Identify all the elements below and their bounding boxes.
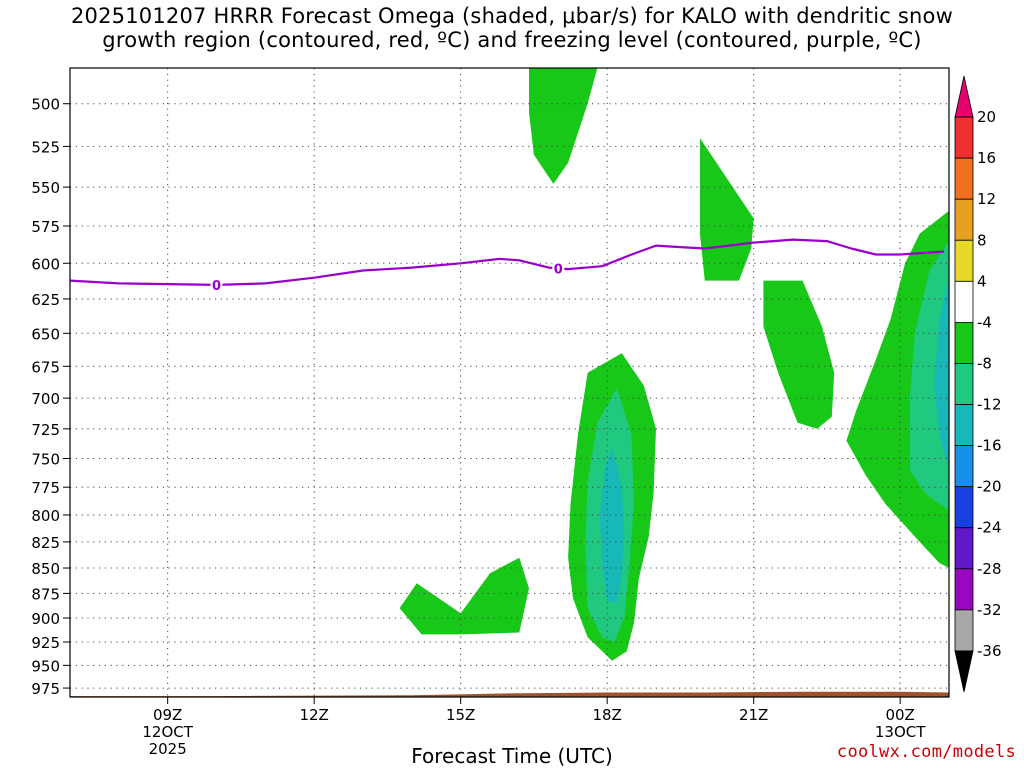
x-axis-label: Forecast Time (UTC) [411,744,613,768]
colorbar-label-2: 12 [977,190,996,208]
colorbar: 20 16 12 8 4 -4 -8 -12 -16 -20 -24 -28 -32 -36 [954,75,1002,693]
x-tick-date-09Z: 12OCT [142,723,193,741]
colorbar-label-6: -8 [977,354,992,372]
colorbar-swatch-3 [954,198,974,241]
credit-link[interactable]: coolwx.com/models [836,742,1016,762]
colorbar-swatch-6 [954,321,974,364]
x-tick-label-00Z: 00Z [885,706,914,724]
colorbar-swatch-12 [954,568,974,611]
omega-region-11 [866,68,896,158]
colorbar-swatch-1 [954,116,974,159]
colorbar-swatch-top [954,75,974,118]
y-tick-label-525: 525 [31,138,60,156]
omega-region-10 [399,557,529,635]
y-tick-label-950: 950 [31,657,60,675]
colorbar-label-10: -24 [977,519,1002,537]
terrain [70,691,949,697]
y-tick-label-875: 875 [31,585,60,603]
colorbar-swatch-10 [954,486,974,529]
colorbar-label-9: -20 [977,478,1002,496]
colorbar-label-0: 20 [977,108,996,126]
y-tick-label-500: 500 [31,96,60,114]
y-tick-label-800: 800 [31,507,60,525]
omega-region-12 [919,68,949,158]
x-tick-date-00Z: 13OCT [875,723,926,741]
chart-title-line2: growth region (contoured, red, ºC) and f… [102,28,922,52]
omega-shading [399,68,949,661]
y-tick-label-975: 975 [31,680,60,698]
y-tick-label-625: 625 [31,291,60,309]
x-tick-label-21Z: 21Z [739,706,768,724]
omega-region-13 [739,475,788,604]
chart-title: 2025101207 HRRR Forecast Omega (shaded, … [0,4,1024,52]
colorbar-label-8: -16 [977,437,1002,455]
y-tick-label-675: 675 [31,358,60,376]
x-tick-label-18Z: 18Z [592,706,621,724]
omega-region-9 [599,446,625,604]
freezing-level-label-1: 0 [212,279,221,294]
colorbar-label-3: 8 [977,231,987,249]
colorbar-swatch-11 [954,527,974,570]
omega-region-1 [529,68,598,184]
y-tick-label-725: 725 [31,421,60,439]
y-tick-label-700: 700 [31,390,60,408]
colorbar-swatch-2 [954,157,974,200]
y-tick-label-750: 750 [31,451,60,469]
freezing-level-layer: 00 [70,238,945,294]
y-tick-label-900: 900 [31,610,60,628]
colorbar-label-13: -36 [977,642,1002,660]
y-axis: 500 525 550 575 600 625 650 675 700 725 750 775 800 8… [31,96,70,698]
x-tick-label-09Z: 09Z [153,706,182,724]
colorbar-label-11: -28 [977,560,1002,578]
freezing-level-label-bg-1 [210,276,223,293]
y-tick-label-775: 775 [31,479,60,497]
colorbar-swatch-5 [954,280,974,323]
colorbar-label-4: 4 [977,272,987,290]
colorbar-label-12: -32 [977,601,1002,619]
grid-lines [70,68,949,697]
x-tick-year-09Z: 2025 [149,740,187,758]
y-tick-label-550: 550 [31,179,60,197]
colorbar-label-7: -12 [977,396,1002,414]
y-tick-label-575: 575 [31,218,60,236]
x-tick-label-12Z: 12Z [299,706,328,724]
y-tick-label-850: 850 [31,560,60,578]
plot-frame [69,67,950,698]
y-tick-label-925: 925 [31,634,60,652]
omega-region-5 [909,241,949,510]
colorbar-swatch-13 [954,609,974,652]
colorbar-swatch-9 [954,445,974,488]
chart-title-line1: 2025101207 HRRR Forecast Omega (shaded, … [71,4,953,28]
colorbar-label-5: -4 [977,313,992,331]
y-tick-label-650: 650 [31,325,60,343]
colorbar-swatch-bottom [954,650,974,693]
omega-region-6 [934,277,949,471]
y-tick-label-600: 600 [31,255,60,273]
colorbar-swatch-4 [954,239,974,282]
freezing-level-line [70,238,945,286]
x-tick-label-15Z: 15Z [446,706,475,724]
terrain-layer [70,691,949,697]
colorbar-label-1: 16 [977,149,996,167]
y-tick-label-825: 825 [31,534,60,552]
freezing-level-label-2: 0 [554,262,563,277]
freezing-level-label-bg-2 [552,260,565,277]
colorbar-swatch-8 [954,404,974,446]
colorbar-swatch-7 [954,363,974,405]
omega-region-3 [763,280,835,429]
